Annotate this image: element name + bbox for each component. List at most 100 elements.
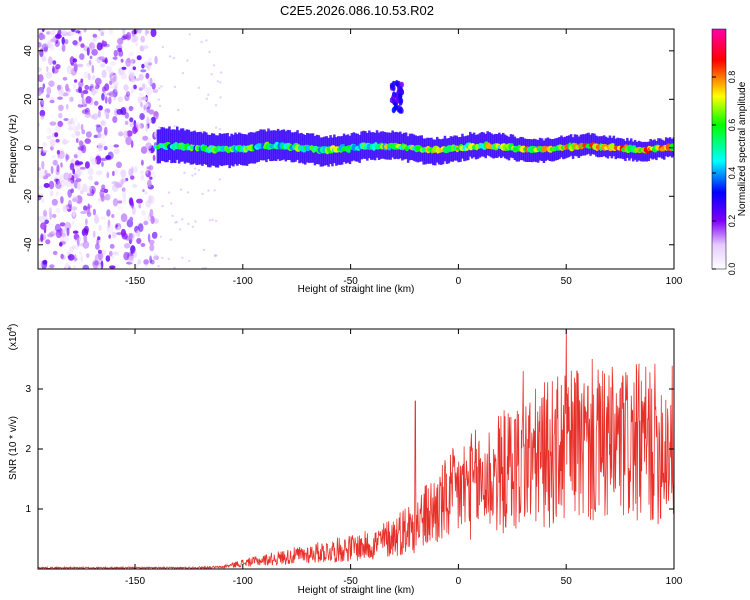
spectrogram-noise-cell <box>135 123 142 130</box>
spectrogram-noise-cell <box>75 150 83 159</box>
spectrogram-noise-cell <box>60 232 67 238</box>
spectrogram-noise-cell <box>173 125 176 128</box>
spectrogram-noise-cell <box>123 84 129 92</box>
spectrogram-noise-cell <box>91 64 95 74</box>
spectrogram-noise-cell <box>95 124 101 128</box>
spectrogram-noise-cell <box>152 89 159 93</box>
spectrogram-noise-cell <box>218 128 222 131</box>
spectrogram-noise-cell <box>72 117 78 124</box>
spectrogram-noise-cell <box>75 30 81 34</box>
spectrogram-noise-cell <box>56 150 61 155</box>
spectrogram-noise-cell <box>187 222 190 226</box>
spectrogram-noise-cell <box>80 43 85 48</box>
spectrogram-noise-cell <box>61 31 68 37</box>
spectrogram-band-cell <box>669 143 674 151</box>
spectrogram-noise-cell <box>38 90 42 96</box>
spectrogram-x-ticks: -150 -100 -50 0 50 100 <box>125 29 683 287</box>
spectrogram-noise-cell <box>128 51 134 57</box>
spectrogram-noise-cell <box>100 193 105 202</box>
spectrogram-blob-cell <box>398 95 403 102</box>
snr-multiplier-label: (x104) <box>7 324 19 351</box>
spectrogram-blob-cell <box>395 97 400 104</box>
spectrogram-noise-cell <box>179 188 183 191</box>
snr-y-axis-label: SNR (10 * v/v) <box>8 416 19 480</box>
spectrogram-noise-cell <box>146 86 152 96</box>
spectrogram-noise-cell <box>67 199 72 209</box>
spectrogram-noise-cell <box>98 225 102 232</box>
spectrogram-noise-cell <box>49 190 54 197</box>
spectrogram-noise-cell <box>38 185 44 190</box>
spectrogram-noise-cell <box>93 100 99 106</box>
spectrogram-noise-cell <box>186 191 190 194</box>
spectrogram-noise-cell <box>160 85 163 88</box>
spectrogram-noise-cell <box>73 83 77 91</box>
spectrogram-noise-cell <box>85 131 92 138</box>
spectrogram-noise-cell <box>45 93 50 99</box>
spectrogram-noise-cell <box>207 189 210 192</box>
spectrogram-noise-cell <box>112 81 120 87</box>
spectrogram-noise-cell <box>113 148 120 155</box>
spectrogram-noise-cell <box>188 259 191 263</box>
spectrogram-noise-cell <box>79 32 82 36</box>
spectrogram-noise-cell <box>96 238 99 246</box>
spectrogram-noise-cell <box>82 240 90 249</box>
spectrogram-noise-cell <box>55 229 62 239</box>
spectrogram-noise-cell <box>141 83 146 90</box>
spectrogram-noise-cell <box>171 214 174 218</box>
spectrogram-noise-cell <box>78 85 82 94</box>
spectrogram-noise-cell <box>161 204 164 208</box>
spectrogram-noise-cell <box>120 72 127 80</box>
spectrogram-blob-cell <box>398 107 403 114</box>
spectrogram-noise-cell <box>148 62 153 66</box>
spectrogram-noise-cell <box>197 168 201 172</box>
spectrogram-noise-cell <box>97 263 102 269</box>
spectrogram-noise-cell <box>84 111 91 119</box>
spectrogram-noise-cell <box>125 91 131 97</box>
spectrogram-x-tick-label: 50 <box>561 276 573 287</box>
spectrogram-noise-cell <box>116 232 123 236</box>
spectrogram-noise-cell <box>149 208 154 218</box>
spectrogram-noise-cell <box>141 210 146 216</box>
spectrogram-noise-cell <box>137 96 143 104</box>
spectrogram-noise-cell <box>148 195 152 204</box>
spectrogram-noise-cell <box>98 105 103 111</box>
spectrogram-noise-cell <box>91 158 97 166</box>
spectrogram-noise-cell <box>72 40 78 46</box>
snr-x-tick-label: -50 <box>343 576 358 587</box>
spectrogram-noise-cell <box>124 177 129 182</box>
spectrogram-noise-cell <box>49 121 57 126</box>
spectrogram-noise-cell <box>153 252 158 261</box>
spectrogram-noise-cell <box>129 117 134 123</box>
spectrogram-noise-cell <box>40 222 47 230</box>
spectrogram-noise-cell <box>88 60 92 65</box>
spectrogram-noise-cell <box>168 55 172 58</box>
spectrogram-noise-cell <box>81 103 88 108</box>
spectrogram-noise-cell <box>161 45 164 49</box>
spectrogram-noise-cell <box>103 111 109 116</box>
spectrogram-noise-cell <box>43 209 47 217</box>
spectrogram-noise-cell <box>70 188 74 194</box>
spectrogram-noise-cell <box>109 243 115 249</box>
spectrogram-noise-cell <box>43 46 48 53</box>
spectrogram-noise-cell <box>207 93 210 97</box>
spectrogram-noise-cell <box>126 130 133 137</box>
spectrogram-noise-cell <box>111 255 114 259</box>
spectrogram-noise-cell <box>158 126 161 129</box>
spectrogram-noise-cell <box>214 254 217 257</box>
spectrogram-noise-cell <box>88 76 94 80</box>
spectrogram-noise-cell <box>77 103 84 108</box>
spectrogram-noise-cell <box>140 243 146 247</box>
spectrogram-noise-cell <box>112 56 118 60</box>
spectrogram-noise-cell <box>87 73 91 81</box>
spectrogram-noise-cell <box>79 53 85 60</box>
spectrogram-noise-cell <box>48 56 53 66</box>
spectrogram-noise-cell <box>57 96 63 100</box>
spectrogram-noise-cell <box>73 154 78 159</box>
spectrogram-noise-cell <box>43 183 50 188</box>
spectrogram-noise-cell <box>121 35 127 41</box>
spectrogram-noise-cell <box>82 183 88 193</box>
spectrogram-noise-cell <box>41 199 45 203</box>
spectrogram-noise-cell <box>100 216 106 220</box>
spectrogram-noise-cell <box>114 181 119 188</box>
spectrogram-noise-cell <box>133 250 137 258</box>
